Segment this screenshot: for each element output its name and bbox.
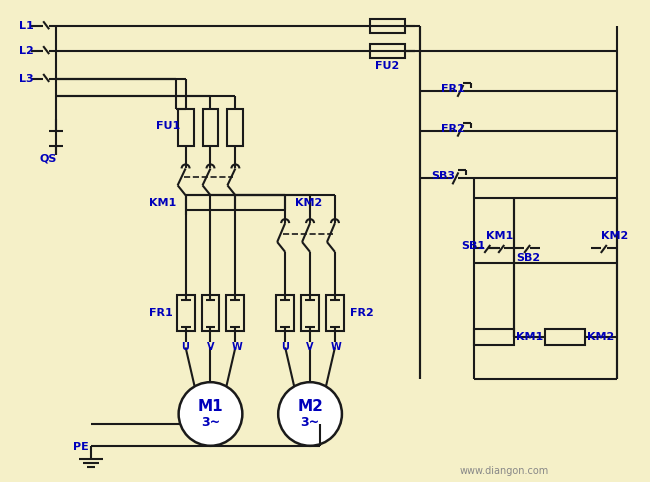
Text: L3: L3	[20, 74, 34, 84]
Bar	[226, 295, 244, 332]
Text: W: W	[231, 342, 242, 352]
Text: FU1: FU1	[156, 120, 180, 131]
Text: PE: PE	[73, 442, 89, 452]
Circle shape	[278, 382, 342, 446]
Text: L2: L2	[20, 46, 34, 56]
Text: L1: L1	[20, 21, 34, 31]
Text: M1: M1	[198, 399, 224, 414]
Text: KM2: KM2	[587, 333, 614, 342]
Text: 3~: 3~	[201, 416, 220, 429]
Text: FR1: FR1	[441, 84, 465, 94]
Text: W: W	[331, 342, 342, 352]
Text: QS: QS	[39, 153, 57, 163]
Text: SB3: SB3	[432, 172, 456, 181]
Bar	[177, 295, 194, 332]
Text: KM1: KM1	[486, 231, 514, 241]
Text: FR2: FR2	[350, 308, 374, 318]
Bar	[276, 295, 294, 332]
Text: KM2: KM2	[601, 231, 628, 241]
Text: FR2: FR2	[441, 124, 465, 134]
Text: 3~: 3~	[300, 416, 320, 429]
Text: KM2: KM2	[295, 198, 322, 208]
Text: V: V	[207, 342, 214, 352]
Text: www.diangon.com: www.diangon.com	[460, 466, 549, 476]
Text: U: U	[181, 342, 190, 352]
Text: U: U	[281, 342, 289, 352]
Circle shape	[179, 382, 242, 446]
Bar	[326, 295, 344, 332]
Text: KM1: KM1	[516, 333, 543, 342]
Bar	[370, 44, 405, 58]
Text: SB1: SB1	[462, 241, 486, 251]
Text: M2: M2	[297, 399, 323, 414]
Bar	[203, 109, 218, 146]
Text: KM1: KM1	[149, 198, 176, 208]
Text: FU2: FU2	[375, 61, 399, 71]
Bar	[227, 109, 243, 146]
Bar	[202, 295, 220, 332]
Bar	[301, 295, 319, 332]
Bar	[474, 330, 514, 346]
Text: V: V	[306, 342, 313, 352]
Text: FR1: FR1	[149, 308, 172, 318]
Text: SB2: SB2	[516, 253, 540, 263]
Bar	[177, 109, 194, 146]
Bar	[545, 330, 585, 346]
Bar	[370, 19, 405, 33]
